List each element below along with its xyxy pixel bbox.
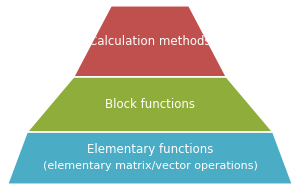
Text: Block functions: Block functions [105, 98, 195, 111]
Polygon shape [8, 132, 292, 184]
Polygon shape [27, 77, 273, 132]
Text: (elementary matrix/vector operations): (elementary matrix/vector operations) [43, 161, 257, 171]
Polygon shape [74, 6, 226, 77]
Text: Calculation methods: Calculation methods [89, 35, 211, 48]
Text: Elementary functions: Elementary functions [87, 142, 213, 156]
